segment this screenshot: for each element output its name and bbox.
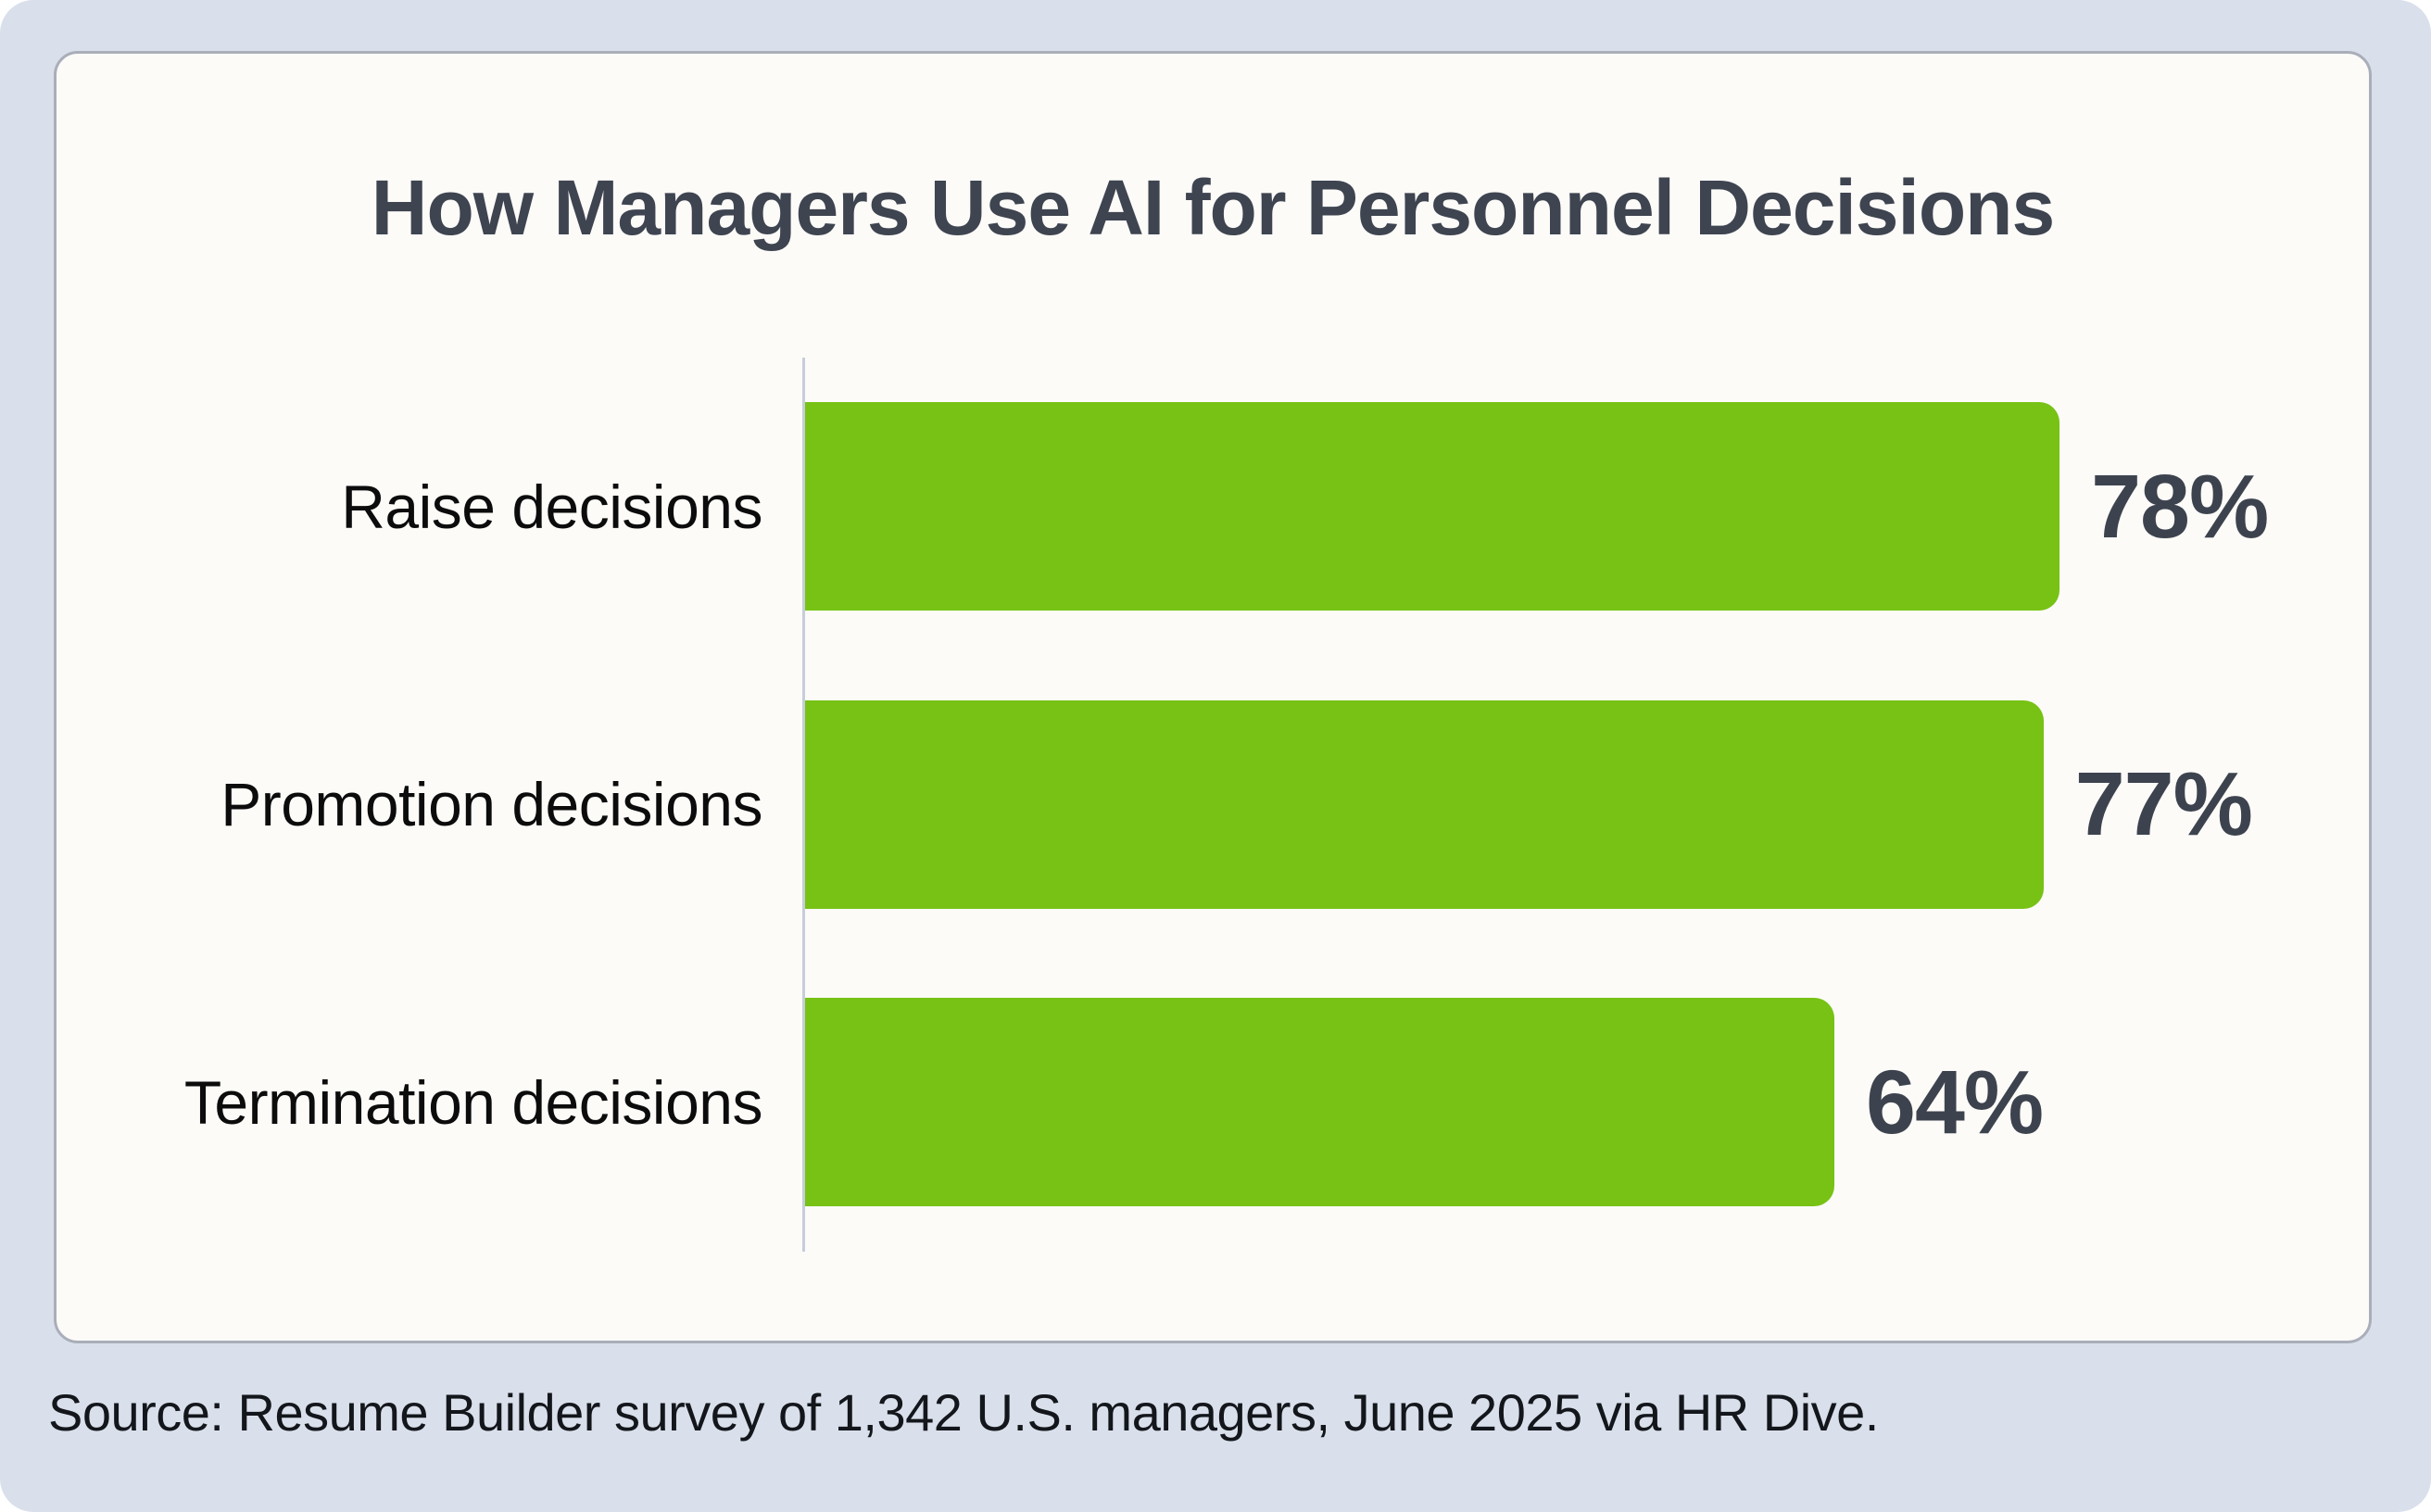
bar xyxy=(805,998,1835,1207)
value-label: 78% xyxy=(2091,455,2269,557)
source-note: Source: Resume Builder survey of 1,342 U… xyxy=(48,1383,1879,1442)
y-axis-line xyxy=(802,358,805,1252)
bar-chart: Raise decisions 78% Promotion decisions 77%… xyxy=(57,358,2369,1252)
bar-row: Raise decisions 78% xyxy=(57,358,2369,655)
value-label: 64% xyxy=(1866,1051,2044,1153)
value-label: 77% xyxy=(2074,753,2253,855)
bar-row: Termination decisions 64% xyxy=(57,953,2369,1251)
chart-card: How Managers Use AI for Personnel Decisi… xyxy=(54,51,2372,1343)
category-label: Termination decisions xyxy=(183,1067,763,1137)
category-label: Raise decisions xyxy=(341,472,762,541)
bar xyxy=(805,699,2044,909)
category-label: Promotion decisions xyxy=(220,770,762,839)
bar xyxy=(805,402,2060,611)
bar-row: Promotion decisions 77% xyxy=(57,656,2369,953)
chart-title: How Managers Use AI for Personnel Decisi… xyxy=(371,164,2055,251)
